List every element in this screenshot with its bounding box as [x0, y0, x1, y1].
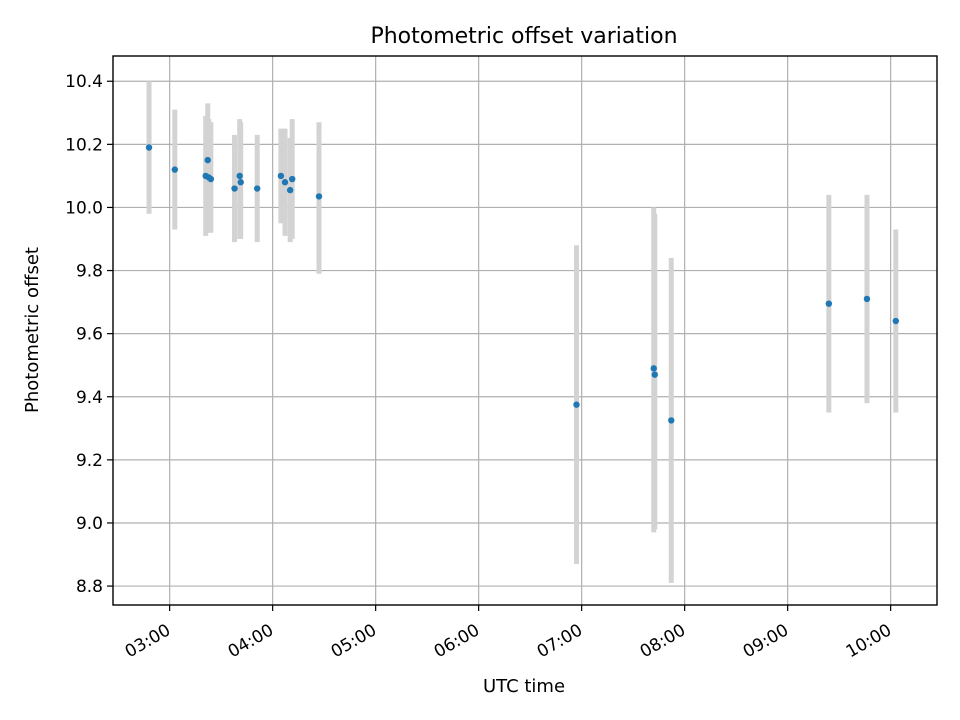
data-point: [650, 365, 657, 372]
y-axis-label: Photometric offset: [22, 247, 43, 413]
x-tick-label: 10:00: [843, 620, 895, 662]
y-tick-label: 10.4: [65, 72, 103, 92]
x-axis: 03:00 04:00 05:00 06:00 07:00 08:00 09:00 10:00: [122, 605, 895, 662]
error-bars: [146, 81, 899, 583]
data-point: [204, 156, 211, 164]
data-points: [145, 144, 899, 424]
data-point: [315, 193, 323, 200]
x-tick-label: 07:00: [534, 620, 586, 662]
x-tick-label: 05:00: [328, 620, 380, 662]
data-point: [237, 179, 244, 186]
y-axis: 8.8 9.0 9.2 9.4 9.6 9.8 10.0 10.2 10.4: [65, 72, 113, 597]
x-tick-label: 09:00: [740, 620, 792, 662]
data-point: [207, 175, 215, 183]
x-axis-label: UTC time: [483, 676, 565, 697]
y-tick-label: 9.0: [76, 514, 103, 534]
y-tick-label: 9.6: [76, 325, 103, 345]
y-tick-label: 9.4: [76, 388, 103, 408]
y-tick-label: 10.2: [65, 135, 103, 155]
x-tick-label: 08:00: [637, 620, 689, 662]
data-point: [277, 172, 285, 180]
data-point: [171, 166, 178, 173]
chart-title: Photometric offset variation: [370, 24, 677, 49]
data-point: [573, 401, 580, 408]
data-point: [863, 295, 871, 303]
x-tick-label: 06:00: [431, 620, 483, 662]
data-point: [825, 300, 833, 307]
plot-frame: [112, 55, 938, 606]
y-tick-label: 10.0: [65, 198, 103, 218]
y-tick-label: 8.8: [76, 577, 103, 597]
x-tick-label: 04:00: [225, 620, 277, 662]
y-tick-label: 9.8: [76, 262, 103, 282]
data-point: [281, 179, 289, 186]
grid: [113, 56, 937, 605]
data-point: [286, 186, 294, 194]
data-point: [668, 417, 675, 424]
data-point: [236, 172, 243, 180]
x-tick-label: 03:00: [122, 620, 174, 662]
data-point: [254, 185, 261, 192]
data-point: [651, 371, 658, 378]
y-tick-label: 9.2: [76, 451, 103, 471]
data-point: [892, 317, 899, 325]
data-point: [145, 144, 153, 151]
data-point: [289, 175, 296, 183]
data-point: [231, 185, 238, 192]
